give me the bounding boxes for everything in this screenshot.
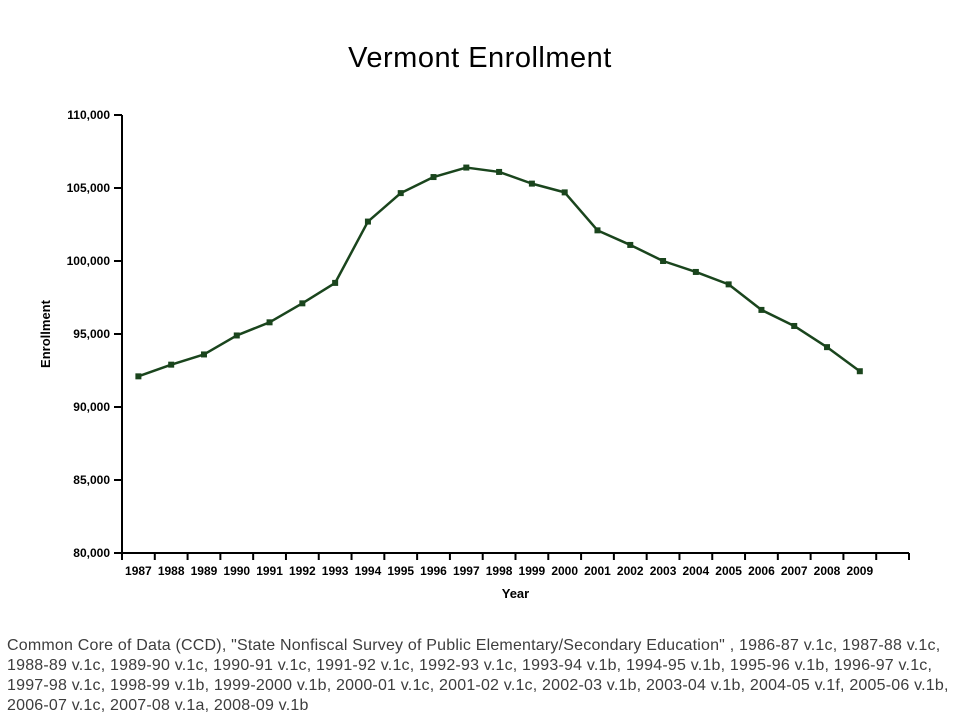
citation-line-2: 1988-89 v.1c, 1989-90 v.1c, 1990-91 v.1c… <box>7 657 933 674</box>
y-tick-label-100000: 100,000 <box>67 254 111 268</box>
y-tick-label-90000: 90,000 <box>73 400 110 414</box>
source-citation: Common Core of Data (CCD), "State Nonfis… <box>7 636 953 716</box>
x-tick-label-1992: 1992 <box>289 564 316 578</box>
data-point-1994 <box>364 218 371 225</box>
citation-line-1: Common Core of Data (CCD), "State Nonfis… <box>7 637 941 654</box>
data-point-2004 <box>692 268 699 275</box>
data-point-1990 <box>233 332 240 339</box>
data-point-1995 <box>397 190 404 197</box>
x-tick-label-2009: 2009 <box>846 564 873 578</box>
x-tick-label-1998: 1998 <box>486 564 513 578</box>
data-point-2007 <box>791 322 798 329</box>
x-tick-label-1989: 1989 <box>191 564 218 578</box>
x-tick-label-2001: 2001 <box>584 564 611 578</box>
x-tick-label-1987: 1987 <box>125 564 152 578</box>
x-tick-label-1997: 1997 <box>453 564 480 578</box>
data-point-1987 <box>135 373 142 380</box>
data-point-1988 <box>168 361 175 368</box>
x-tick-label-2002: 2002 <box>617 564 644 578</box>
x-tick-label-1988: 1988 <box>158 564 185 578</box>
enrollment-series-line <box>137 166 861 378</box>
data-point-1993 <box>332 279 339 286</box>
x-tick-label-2008: 2008 <box>814 564 841 578</box>
data-point-1991 <box>266 319 273 326</box>
data-point-2005 <box>725 281 732 288</box>
y-tick-label-95000: 95,000 <box>73 327 110 341</box>
x-tick-label-2005: 2005 <box>715 564 742 578</box>
x-tick-label-1994: 1994 <box>355 564 382 578</box>
y-tick-label-105000: 105,000 <box>67 181 111 195</box>
y-axis-title: Enrollment <box>38 299 53 368</box>
data-point-1989 <box>200 351 207 358</box>
y-tick-label-80000: 80,000 <box>73 546 110 560</box>
x-axis-title: Year <box>502 586 529 601</box>
data-point-2008 <box>824 344 831 351</box>
x-tick-label-1991: 1991 <box>256 564 283 578</box>
x-tick-label-1993: 1993 <box>322 564 349 578</box>
y-tick-label-85000: 85,000 <box>73 473 110 487</box>
x-tick-label-2003: 2003 <box>650 564 677 578</box>
chart-title: Vermont Enrollment <box>348 42 612 74</box>
data-point-1998 <box>496 168 503 175</box>
x-tick-label-2006: 2006 <box>748 564 775 578</box>
data-point-2000 <box>561 189 568 196</box>
data-point-1996 <box>430 174 437 181</box>
y-tick-label-110000: 110,000 <box>67 108 110 122</box>
data-point-1999 <box>528 180 535 187</box>
data-point-1992 <box>299 300 306 307</box>
enrollment-line-chart: 80,000 85,000 90,000 95,000 100,000 105,000 11… <box>38 108 910 601</box>
x-tick-label-1990: 1990 <box>223 564 250 578</box>
citation-line-3: 1997-98 v.1c, 1998-99 v.1b, 1999-2000 v.… <box>7 677 949 694</box>
data-point-2006 <box>758 306 765 313</box>
citation-line-4: 2006-07 v.1c, 2007-08 v.1a, 2008-09 v.1b <box>7 697 309 714</box>
data-point-1997 <box>463 164 470 171</box>
data-point-2002 <box>627 241 634 248</box>
x-tick-label-2004: 2004 <box>683 564 710 578</box>
x-tick-label-2000: 2000 <box>551 564 578 578</box>
x-tick-label-1995: 1995 <box>387 564 414 578</box>
data-point-2009 <box>856 368 863 375</box>
x-tick-label-2007: 2007 <box>781 564 808 578</box>
x-tick-label-1999: 1999 <box>519 564 546 578</box>
x-tick-label-1996: 1996 <box>420 564 447 578</box>
data-point-2001 <box>594 227 601 234</box>
data-point-2003 <box>660 258 667 264</box>
